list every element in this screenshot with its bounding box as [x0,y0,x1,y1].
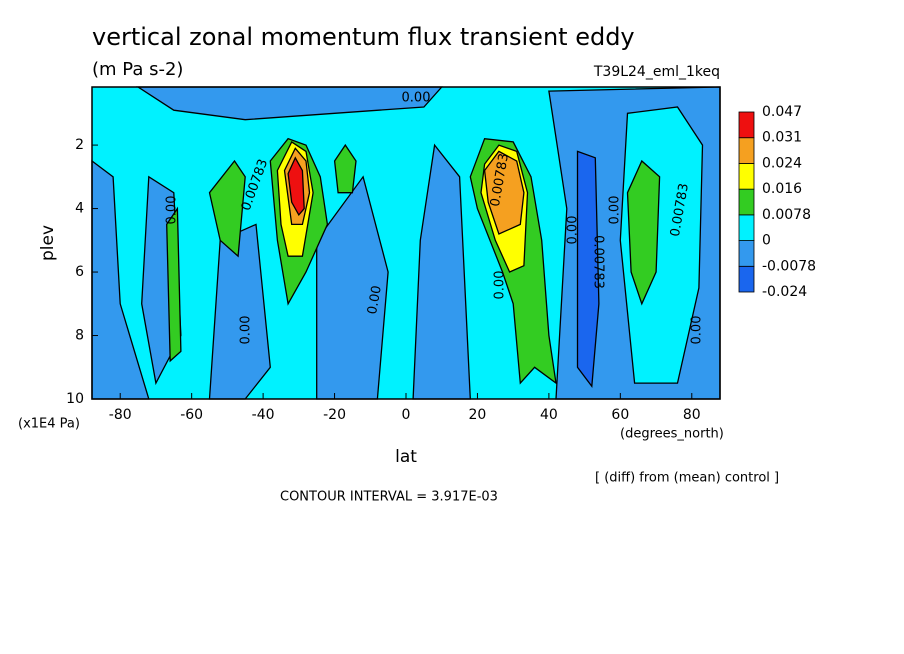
x-tick-label: 60 [611,407,629,423]
contour-band [208,159,246,258]
x-tick-label: -20 [323,407,346,423]
colorbar-swatch [738,163,755,190]
colorbar-label: 0.047 [762,104,802,120]
contour-band [208,223,271,400]
x-tick-label: -60 [180,407,203,423]
contour-label: 0.00 [239,316,254,345]
contour-band [576,150,600,389]
y-axis-label: plev [38,225,58,261]
x-tick-label: -80 [109,407,132,423]
contour-label: 0.00 [566,216,581,245]
colorbar-label: 0.031 [762,130,802,146]
x-axis-label: lat [395,447,417,467]
x-tick-label: -40 [252,407,275,423]
contour-label: 0.00 [365,284,385,315]
y-tick-label: 10 [66,391,84,407]
chart-title: vertical zonal momentum flux transient e… [92,23,635,51]
contour-interval: CONTOUR INTERVAL = 3.917E-03 [280,490,498,505]
colorbar-label: 0.0078 [762,207,811,223]
dataset-label: T39L24_eml_1keq [593,64,720,80]
colorbar-swatch [738,188,755,216]
colorbar-swatch [738,265,755,293]
colorbar-swatch [738,111,755,139]
chart-subtitle: (m Pa s-2) [92,59,183,80]
y-tick-label: 2 [75,137,84,153]
colorbar-label: 0.016 [762,181,802,197]
contour-band [626,159,661,306]
contour-label: 0.00 [608,196,623,225]
contour-label: 0.00 [690,316,705,345]
contour-band [333,143,357,194]
y-tick-label: 6 [75,264,84,280]
contour-label: 0.00 [493,271,508,300]
note: [ (diff) from (mean) control ] [595,471,779,486]
contour-band [287,156,305,217]
contour-band [483,150,525,235]
contour-label: 0.00 [165,196,180,225]
x-tick-label: 80 [683,407,701,423]
x-tick-label: 20 [469,407,487,423]
x-tick-label: 40 [540,407,558,423]
contour-label: 0.00 [402,91,431,106]
y-tick-label: 4 [75,201,84,217]
contour-band [316,175,389,400]
y-axis-units: (x1E4 Pa) [18,417,80,432]
colorbar-label: 0 [762,233,771,249]
contour-label: 0.00783 [591,235,606,289]
colorbar-swatch [738,240,755,267]
colorbar-label: 0.024 [762,155,802,171]
colorbar-swatch [738,137,755,164]
x-axis-units: (degrees_north) [620,427,724,442]
colorbar-label: -0.0078 [762,258,816,274]
y-tick-label: 8 [75,328,84,344]
colorbar-swatch [738,214,755,241]
colorbar-label: -0.024 [762,284,807,300]
x-tick-label: 0 [402,407,411,423]
contour-band [166,206,182,363]
